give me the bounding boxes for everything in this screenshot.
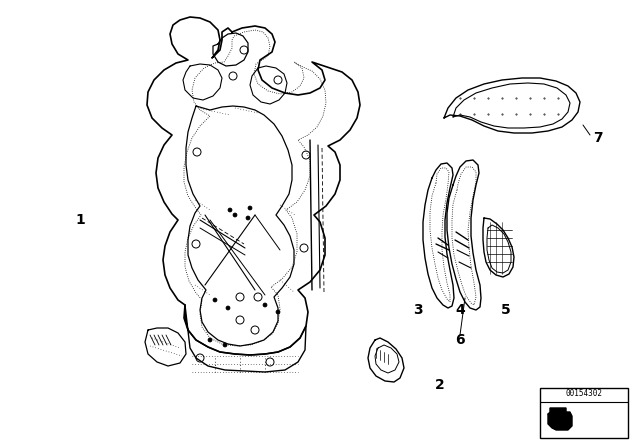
Circle shape — [233, 213, 237, 217]
Polygon shape — [548, 408, 572, 430]
Circle shape — [226, 306, 230, 310]
Text: 3: 3 — [413, 303, 423, 317]
Circle shape — [223, 343, 227, 347]
Circle shape — [228, 208, 232, 212]
Circle shape — [263, 303, 267, 307]
Circle shape — [276, 310, 280, 314]
Circle shape — [208, 338, 212, 342]
Text: 2: 2 — [435, 378, 445, 392]
Text: 6: 6 — [455, 333, 465, 347]
Circle shape — [213, 298, 217, 302]
Text: 5: 5 — [501, 303, 511, 317]
Text: 00154302: 00154302 — [566, 389, 602, 399]
Text: 1: 1 — [75, 213, 85, 227]
Bar — [540, 388, 628, 438]
Text: 4: 4 — [455, 303, 465, 317]
Text: 7: 7 — [593, 131, 603, 145]
Circle shape — [248, 206, 252, 210]
Circle shape — [246, 216, 250, 220]
